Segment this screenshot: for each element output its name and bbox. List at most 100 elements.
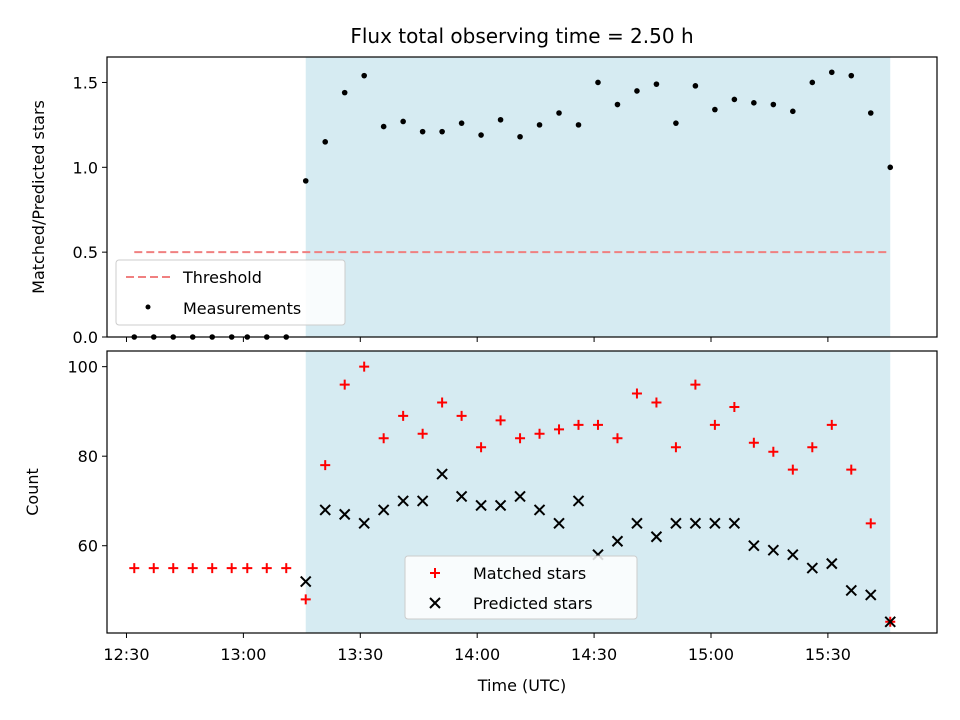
matched-star-point — [226, 563, 237, 574]
count-axis-ticks: 60 80 100 12:30 13:00 13:30 14:00 14:30 15:00 15:… — [67, 358, 850, 664]
measurement-point — [419, 128, 426, 135]
measurements-legend-label: Measurements — [183, 299, 301, 318]
count-panel-frame — [106, 350, 938, 634]
measurement-point — [731, 96, 738, 103]
observing-window-shade — [305, 57, 891, 337]
predicted-star-point — [338, 508, 351, 521]
matched-star-point — [281, 563, 292, 574]
measurement-point — [867, 110, 874, 116]
matched-star-point — [573, 419, 584, 430]
measurement-point — [848, 72, 855, 79]
measurement-point — [341, 89, 348, 96]
measurement-point — [790, 108, 796, 115]
matched-star-point — [320, 460, 331, 471]
matched-star-point — [359, 361, 370, 372]
time-tick-label: 15:30 — [805, 645, 851, 664]
predicted-star-point — [826, 557, 838, 570]
predicted-star-point — [670, 517, 682, 530]
predicted-star-point — [300, 575, 312, 588]
matched-star-point — [242, 563, 253, 574]
predicted-star-point — [397, 495, 409, 507]
matched-star-point — [612, 433, 623, 444]
predicted-star-point — [689, 517, 702, 530]
measurement-point — [302, 178, 309, 184]
matched-stars-points — [129, 361, 896, 627]
predicted-stars-legend-marker — [429, 597, 441, 609]
predicted-star-point — [475, 499, 487, 512]
predicted-star-point — [533, 504, 546, 516]
matched-star-point — [690, 379, 701, 390]
predicted-stars-legend-label: Predicted stars — [473, 594, 593, 613]
chart-title: Flux total observing time = 2.50 h — [350, 24, 693, 48]
measurement-point — [361, 72, 367, 79]
time-tick-label: 14:30 — [571, 645, 617, 664]
predicted-star-point — [553, 517, 565, 530]
matched-star-point — [807, 442, 818, 453]
predicted-star-point — [631, 517, 643, 530]
measurement-point — [322, 139, 329, 145]
matched-stars-legend-swatch — [430, 568, 440, 578]
predicted-star-point — [455, 490, 468, 503]
time-axis-label: Time (UTC) — [477, 676, 566, 695]
measurement-point — [634, 88, 640, 94]
matched-star-point — [846, 464, 857, 475]
predicted-star-point — [787, 548, 799, 561]
matched-star-point — [592, 419, 603, 430]
predicted-star-point — [377, 504, 390, 516]
matched-star-point — [207, 563, 218, 574]
time-tick-label: 13:30 — [337, 645, 383, 664]
measurement-point — [439, 128, 445, 135]
matched-star-point — [148, 563, 159, 574]
measurement-point — [770, 101, 777, 108]
count-tick-label: 100 — [67, 358, 98, 377]
measurement-point — [380, 123, 387, 130]
matched-star-point — [826, 419, 837, 430]
time-tick-label: 12:30 — [103, 645, 149, 664]
matched-star-point — [339, 379, 350, 390]
measurement-point — [400, 118, 406, 125]
measurement-point — [653, 81, 660, 87]
predicted-star-point — [650, 531, 663, 543]
ratio-tick-label: 0.5 — [73, 243, 98, 262]
matched-star-point — [631, 388, 642, 399]
count-tick-label: 80 — [78, 447, 98, 466]
ratio-tick-label: 1.5 — [73, 73, 98, 92]
ratio-panel: 0.0 0.5 1.0 1.5 Flux total observing time =… — [29, 24, 938, 347]
measurement-point — [614, 101, 621, 108]
count-panel: 60 80 100 12:30 13:00 13:30 14:00 14:30 15:00 15:… — [23, 350, 938, 695]
ratio-tick-label: 1.0 — [73, 158, 98, 177]
predicted-star-point — [494, 499, 507, 512]
predicted-star-point — [514, 490, 526, 503]
matched-star-point — [168, 563, 179, 574]
measurement-point — [712, 106, 718, 113]
matched-star-point — [398, 410, 409, 421]
count-legend-box — [404, 555, 638, 620]
predicted-star-point — [572, 495, 585, 507]
matched-star-point — [534, 428, 545, 439]
measurement-point — [517, 133, 523, 140]
matched-star-point — [437, 397, 448, 408]
time-tick-label: 14:00 — [454, 645, 500, 664]
measurement-point — [478, 132, 484, 138]
measurement-point — [575, 122, 582, 128]
predicted-star-point — [728, 517, 741, 530]
matched-star-point — [476, 442, 487, 453]
ratio-legend: Threshold Measurements — [115, 259, 346, 326]
count-legend: Matched stars Predicted stars — [404, 555, 638, 620]
measurement-point — [595, 79, 601, 86]
matched-star-point — [670, 442, 681, 453]
matched-star-point — [865, 518, 876, 529]
predicted-stars-points — [300, 468, 896, 628]
predicted-star-point — [845, 584, 857, 597]
matched-star-point — [651, 397, 662, 408]
matched-star-point — [709, 419, 720, 430]
ratio-panel-frame — [106, 56, 938, 338]
measurement-point — [828, 69, 835, 76]
matched-star-point — [417, 428, 428, 439]
matched-star-point — [456, 410, 467, 421]
count-tick-label: 60 — [78, 537, 98, 556]
measurement-point — [887, 164, 894, 171]
predicted-star-point — [416, 495, 429, 507]
predicted-star-point — [319, 504, 331, 516]
measurement-point — [809, 79, 816, 86]
